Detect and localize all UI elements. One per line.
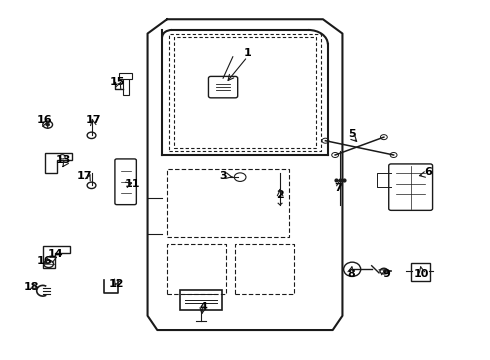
Text: 8: 8 bbox=[347, 269, 355, 279]
Text: 5: 5 bbox=[348, 129, 356, 139]
Text: 15: 15 bbox=[110, 77, 125, 87]
Text: 17: 17 bbox=[85, 115, 101, 125]
Text: 17: 17 bbox=[76, 171, 92, 181]
Polygon shape bbox=[43, 246, 70, 267]
Text: 3: 3 bbox=[219, 171, 227, 181]
Text: 10: 10 bbox=[414, 269, 429, 279]
Text: 16: 16 bbox=[36, 115, 52, 125]
Text: 13: 13 bbox=[56, 156, 72, 165]
Text: 6: 6 bbox=[424, 167, 432, 177]
Text: 11: 11 bbox=[124, 179, 140, 189]
FancyBboxPatch shape bbox=[180, 290, 222, 310]
Text: 2: 2 bbox=[276, 190, 284, 200]
Text: 4: 4 bbox=[199, 302, 208, 312]
Polygon shape bbox=[45, 153, 72, 173]
Circle shape bbox=[46, 123, 49, 126]
Text: 1: 1 bbox=[244, 48, 251, 58]
Text: 12: 12 bbox=[109, 279, 124, 289]
Text: 18: 18 bbox=[24, 282, 39, 292]
FancyBboxPatch shape bbox=[389, 164, 433, 210]
FancyBboxPatch shape bbox=[115, 159, 136, 204]
Text: 7: 7 bbox=[335, 183, 343, 193]
Text: 16: 16 bbox=[36, 256, 52, 266]
FancyBboxPatch shape bbox=[208, 76, 238, 98]
Text: 14: 14 bbox=[48, 249, 64, 259]
Text: 9: 9 bbox=[382, 269, 390, 279]
FancyBboxPatch shape bbox=[122, 76, 128, 95]
FancyBboxPatch shape bbox=[119, 73, 132, 78]
FancyBboxPatch shape bbox=[411, 263, 430, 281]
